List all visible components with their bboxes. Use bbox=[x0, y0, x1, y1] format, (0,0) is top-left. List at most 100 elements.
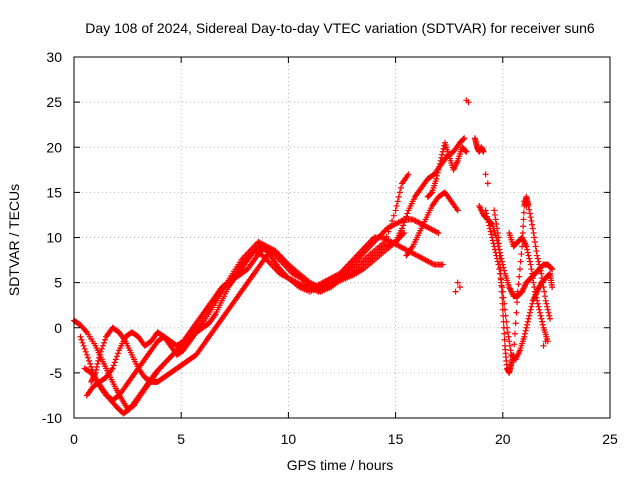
data-point bbox=[531, 288, 538, 295]
data-point bbox=[439, 261, 446, 268]
x-tick-label: 0 bbox=[70, 431, 78, 447]
data-point bbox=[390, 212, 397, 219]
data-point bbox=[79, 339, 86, 346]
data-point bbox=[82, 348, 89, 355]
data-point bbox=[77, 333, 84, 340]
data-point bbox=[95, 357, 102, 364]
data-point bbox=[526, 206, 533, 213]
y-tick-label: -10 bbox=[42, 410, 62, 426]
data-point bbox=[93, 366, 100, 373]
data-point bbox=[385, 228, 392, 235]
data-point bbox=[536, 261, 543, 268]
data-point bbox=[435, 166, 442, 173]
data-point bbox=[433, 175, 440, 182]
data-point bbox=[528, 266, 535, 273]
data-point bbox=[454, 207, 461, 214]
data-point bbox=[491, 207, 498, 214]
data-point bbox=[98, 345, 105, 352]
data-point bbox=[482, 207, 489, 214]
data-point bbox=[436, 160, 443, 167]
data-point bbox=[494, 225, 501, 232]
data-point bbox=[110, 362, 117, 369]
data-point bbox=[485, 219, 492, 226]
data-point bbox=[523, 243, 530, 250]
data-point bbox=[494, 229, 501, 236]
data-point bbox=[539, 321, 546, 328]
data-point bbox=[86, 357, 93, 364]
data-point bbox=[480, 148, 487, 155]
data-points bbox=[71, 97, 556, 417]
data-point bbox=[526, 210, 533, 217]
data-point bbox=[544, 306, 551, 313]
data-point bbox=[438, 154, 445, 161]
data-point bbox=[533, 248, 540, 255]
data-point bbox=[486, 225, 493, 232]
data-point bbox=[489, 234, 496, 241]
grid bbox=[74, 57, 610, 418]
data-point bbox=[499, 294, 506, 301]
data-point bbox=[545, 309, 552, 316]
data-point bbox=[498, 288, 505, 295]
data-point bbox=[529, 225, 536, 232]
data-point bbox=[113, 353, 120, 360]
data-point bbox=[428, 190, 435, 197]
y-axis-label: SDTVAR / TECUs bbox=[6, 184, 22, 296]
data-point bbox=[524, 246, 531, 253]
data-point bbox=[542, 338, 549, 345]
data-point bbox=[452, 288, 459, 295]
data-point bbox=[529, 300, 536, 307]
data-point bbox=[488, 231, 495, 238]
data-point bbox=[518, 251, 525, 258]
data-point bbox=[526, 258, 533, 265]
y-tick-label: 30 bbox=[46, 49, 62, 65]
data-point bbox=[514, 299, 521, 306]
data-point bbox=[511, 341, 518, 348]
data-point bbox=[497, 264, 504, 271]
data-point bbox=[405, 171, 412, 178]
x-tick-label: 25 bbox=[602, 431, 618, 447]
data-point bbox=[101, 339, 108, 346]
data-point bbox=[81, 345, 88, 352]
data-point bbox=[542, 297, 549, 304]
data-point bbox=[102, 336, 109, 343]
data-point bbox=[434, 169, 441, 176]
data-point bbox=[439, 151, 446, 158]
data-point bbox=[404, 210, 411, 217]
data-point bbox=[496, 258, 503, 265]
data-point bbox=[519, 229, 526, 236]
x-axis-label: GPS time / hours bbox=[287, 457, 394, 473]
data-point bbox=[534, 252, 541, 259]
data-point bbox=[112, 356, 119, 363]
data-point bbox=[87, 360, 94, 367]
data-point bbox=[495, 261, 502, 268]
data-point bbox=[394, 198, 401, 205]
data-point bbox=[114, 350, 121, 357]
data-point bbox=[538, 270, 545, 277]
y-tick-label: -5 bbox=[50, 365, 63, 381]
data-point bbox=[511, 330, 518, 337]
x-tick-label: 10 bbox=[281, 431, 297, 447]
data-point bbox=[532, 243, 539, 250]
data-point bbox=[499, 300, 506, 307]
data-point bbox=[539, 275, 546, 282]
data-point bbox=[463, 148, 470, 155]
data-point bbox=[538, 315, 545, 322]
y-tick-label: 10 bbox=[46, 230, 62, 246]
data-point bbox=[435, 229, 442, 236]
data-point bbox=[514, 288, 521, 295]
data-point bbox=[500, 324, 507, 331]
data-point bbox=[515, 281, 522, 288]
y-tick-label: 20 bbox=[46, 139, 62, 155]
data-point bbox=[401, 219, 408, 226]
data-point bbox=[492, 216, 499, 223]
data-point bbox=[99, 342, 106, 349]
data-point bbox=[522, 327, 529, 334]
data-point bbox=[84, 354, 91, 361]
data-point bbox=[536, 306, 543, 313]
data-point bbox=[549, 284, 556, 291]
data-point bbox=[537, 267, 544, 274]
data-point bbox=[490, 240, 497, 247]
data-point bbox=[531, 284, 538, 291]
data-point bbox=[543, 300, 550, 307]
data-point bbox=[523, 324, 530, 331]
